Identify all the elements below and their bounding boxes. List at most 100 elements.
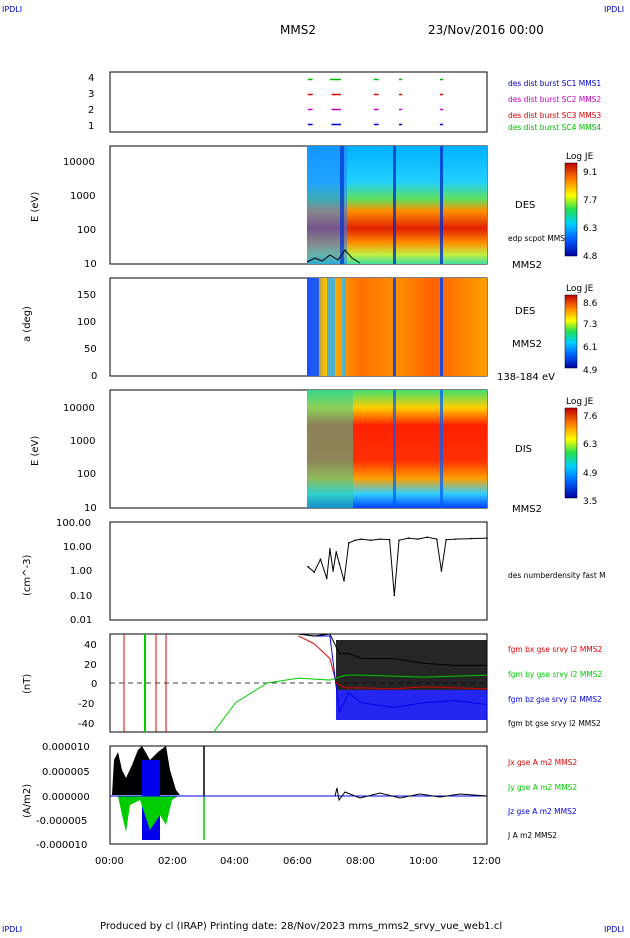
panel-bfield: (nT) 40 20 0 -20 -40 fgm bx gse srvy l2 … — [22, 633, 603, 733]
des-energy-dip-2 — [393, 146, 396, 264]
date-title: 23/Nov/2016 00:00 — [428, 23, 544, 37]
density-legend: des numberdensity fast M — [508, 571, 606, 580]
des-energy-overlay-label: edp scpot MMS2 — [508, 234, 570, 243]
des-pitch-cbar-tick-1: 7.3 — [583, 320, 597, 330]
density-point-14 — [388, 538, 391, 541]
current-noise — [334, 787, 488, 802]
density-point-8 — [343, 579, 345, 582]
density-point-13 — [379, 538, 381, 540]
des-energy-ylabel: E (eV) — [30, 192, 41, 222]
density-point-7 — [338, 562, 341, 565]
des-pitch-label: DES — [515, 306, 535, 317]
current-ylabel: (A/m2) — [22, 784, 33, 818]
spacecraft-title: MMS2 — [280, 23, 316, 37]
des-pitch-ytick-0: 0 — [91, 371, 97, 382]
des-energy-sc-label: MMS2 — [512, 260, 542, 271]
density-point-24 — [470, 537, 473, 540]
density-ytick-10: 10.00 — [63, 542, 92, 553]
des-pitch-cbar-tick-2: 6.1 — [583, 343, 597, 353]
current-ytick-0: 0.000010 — [42, 742, 90, 753]
corner-label-tl: IPDLI — [2, 5, 22, 14]
dis-energy-cbar-title: Log JE — [566, 397, 594, 407]
bfield-by-line — [213, 674, 488, 733]
des-energy-colorbar — [564, 162, 578, 257]
bfield-ylabel: (nT) — [22, 674, 33, 694]
current-legend-jz: Jz gse A m2 MMS2 — [507, 807, 577, 816]
density-point-0 — [307, 565, 309, 568]
time-tick-1200: 12:00 — [472, 856, 501, 867]
panel-des-energy: E (eV) 10000 1000 100 10 DES edp scpot M… — [30, 145, 598, 271]
des-energy-label: DES — [515, 200, 535, 211]
density-point-17 — [407, 537, 410, 539]
des-pitch-cbar-tick-3: 4.9 — [583, 366, 598, 376]
density-point-6 — [335, 551, 338, 553]
current-burst-jy — [118, 796, 178, 832]
burst-ytick-2: 2 — [88, 105, 94, 116]
density-point-10 — [354, 539, 356, 542]
burst-ytick-4: 4 — [88, 73, 94, 84]
time-tick-0600: 06:00 — [283, 856, 312, 867]
dis-energy-ytick-10: 10 — [84, 503, 97, 514]
des-pitch-colorbar — [564, 294, 578, 369]
density-ytick-100: 100.00 — [56, 518, 91, 529]
density-point-4 — [329, 548, 331, 550]
bfield-bz-line — [298, 633, 488, 715]
density-point-18 — [417, 538, 419, 540]
current-ytick-3: -0.000005 — [36, 816, 87, 827]
bfield-ytick-0: 0 — [91, 679, 97, 690]
burst-legend-sc1: des dist burst SC1 MMS1 — [508, 79, 601, 88]
dis-energy-ytick-10000: 10000 — [63, 403, 95, 414]
time-tick-0800: 08:00 — [346, 856, 375, 867]
density-point-3 — [325, 577, 328, 580]
time-tick-0200: 02:00 — [158, 856, 187, 867]
des-energy-ytick-1000: 1000 — [70, 191, 95, 202]
dis-energy-cbar-tick-3: 3.5 — [583, 497, 597, 507]
density-point-21 — [440, 570, 443, 572]
time-axis: 00:00 02:00 04:00 06:00 08:00 10:00 12:0… — [95, 856, 501, 867]
current-legend-j: J A m2 MMS2 — [507, 831, 557, 840]
current-ytick-2: 0.000000 — [42, 792, 90, 803]
des-pitch-dip-2 — [440, 278, 443, 376]
density-point-2 — [319, 558, 322, 561]
panel-current: (A/m2) 0.000010 0.000005 0.000000 -0.000… — [22, 742, 577, 851]
dis-energy-cbar-tick-2: 4.9 — [583, 469, 598, 479]
des-pitch-sc-label: MMS2 — [512, 339, 542, 350]
bfield-ytick-20: 20 — [84, 660, 97, 671]
density-ytick-1: 1.00 — [70, 566, 92, 577]
density-ytick-0-1: 0.10 — [70, 591, 92, 602]
bfield-bt-line — [298, 633, 487, 666]
current-ytick-4: -0.000010 — [36, 840, 87, 851]
des-energy-cbar-tick-3: 4.8 — [583, 252, 598, 262]
dis-energy-ylabel: E (eV) — [30, 436, 41, 466]
dis-energy-ytick-1000: 1000 — [70, 436, 95, 447]
des-energy-dip-3 — [440, 146, 443, 264]
des-pitch-energy-band: 138-184 eV — [497, 372, 555, 383]
des-energy-dip-1 — [340, 146, 344, 264]
panel-des-pitch: a (deg) 150 100 50 0 DES MMS2 138-184 eV… — [22, 277, 598, 383]
dis-energy-label: DIS — [515, 444, 532, 455]
des-energy-cbar-tick-2: 6.3 — [583, 224, 597, 234]
bfield-legend-bx: fgm bx gse srvy l2 MMS2 — [508, 645, 603, 654]
des-pitch-ytick-100: 100 — [77, 317, 96, 328]
burst-legend-sc4: des dist burst SC4 MMS4 — [508, 123, 601, 132]
dis-energy-colorbar — [564, 407, 578, 499]
des-energy-ytick-10000: 10000 — [63, 157, 95, 168]
current-legend-jx: Jx gse A m2 MMS2 — [507, 758, 577, 767]
density-ytick-0-01: 0.01 — [70, 615, 92, 626]
corner-label-br: IPDLI — [604, 925, 624, 934]
density-frame — [109, 521, 488, 621]
des-pitch-ytick-150: 150 — [77, 290, 96, 301]
burst-legend-sc2: des dist burst SC2 MMS2 — [508, 95, 601, 104]
bfield-ytick-neg40: -40 — [78, 719, 94, 730]
density-point-15 — [393, 594, 396, 597]
des-energy-cbar-tick-0: 9.1 — [583, 168, 597, 178]
des-pitch-cbar-tick-0: 8.6 — [583, 299, 598, 309]
density-point-1 — [313, 571, 316, 573]
burst-ytick-1: 1 — [88, 121, 94, 132]
des-pitch-dip-1 — [393, 278, 396, 376]
current-legend-jy: Jy gse A m2 MMS2 — [507, 783, 577, 792]
density-point-9 — [347, 542, 350, 544]
density-point-19 — [426, 536, 429, 538]
density-point-25 — [486, 537, 488, 539]
des-pitch-ylabel: a (deg) — [22, 306, 33, 342]
